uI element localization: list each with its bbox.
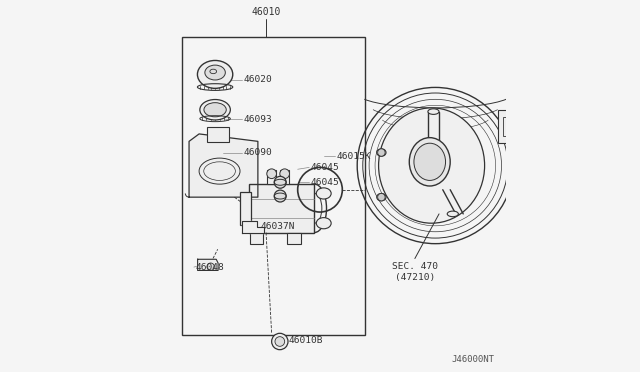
Polygon shape	[189, 134, 258, 197]
Bar	[287, 232, 301, 244]
Ellipse shape	[377, 149, 386, 156]
Ellipse shape	[410, 138, 450, 186]
Ellipse shape	[316, 218, 331, 229]
Circle shape	[275, 176, 286, 188]
Bar	[182, 37, 365, 335]
Ellipse shape	[197, 61, 233, 89]
Ellipse shape	[428, 109, 439, 115]
Text: J46000NT: J46000NT	[452, 355, 495, 364]
Ellipse shape	[447, 211, 458, 217]
Text: 46015K: 46015K	[337, 152, 371, 161]
Ellipse shape	[377, 193, 386, 201]
Circle shape	[275, 337, 285, 346]
Text: 46045: 46045	[310, 178, 339, 187]
Bar	[250, 184, 314, 232]
Text: 46090: 46090	[244, 148, 273, 157]
Ellipse shape	[379, 108, 484, 223]
Circle shape	[267, 169, 276, 179]
Circle shape	[271, 333, 288, 350]
Circle shape	[280, 169, 289, 179]
Circle shape	[275, 190, 286, 202]
Circle shape	[207, 263, 214, 270]
Polygon shape	[242, 221, 264, 232]
Ellipse shape	[316, 188, 331, 199]
Text: SEC. 470
(47210): SEC. 470 (47210)	[392, 262, 438, 282]
Ellipse shape	[204, 103, 227, 117]
Bar	[250, 232, 264, 244]
Text: 46010B: 46010B	[289, 336, 323, 345]
Ellipse shape	[205, 65, 225, 80]
Bar	[207, 127, 229, 142]
Text: 46045: 46045	[310, 163, 339, 172]
Bar	[498, 110, 511, 143]
Text: 46037N: 46037N	[260, 222, 295, 231]
Text: 46048: 46048	[195, 263, 224, 272]
Text: 46010: 46010	[252, 7, 281, 17]
Circle shape	[378, 193, 385, 201]
Bar	[280, 170, 289, 184]
Ellipse shape	[414, 143, 445, 180]
Bar	[267, 170, 276, 184]
Bar	[504, 117, 508, 136]
Polygon shape	[198, 259, 218, 270]
Circle shape	[378, 149, 385, 156]
Text: 46020: 46020	[244, 76, 273, 84]
Bar	[240, 192, 251, 225]
Ellipse shape	[200, 100, 230, 120]
Text: 46093: 46093	[244, 115, 273, 124]
